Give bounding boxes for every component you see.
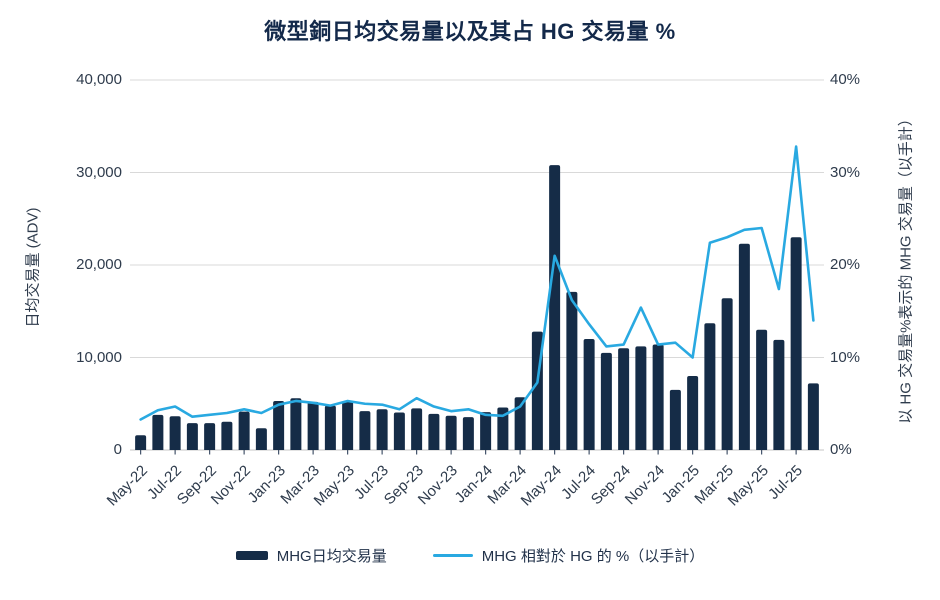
bar-Sep-23: [411, 408, 423, 450]
bar-series-swatch: [235, 551, 268, 560]
bar-Jul-22: [169, 416, 181, 450]
line-series-label: MHG 相對於 HG 的 %（以手計）: [481, 548, 705, 565]
bar-Sep-24: [618, 348, 630, 450]
legend-item-bar: MHG日均交易量: [235, 545, 387, 566]
right-axis-title: 以 HG 交易量%表示的 MHG 交易量（以手計）: [897, 111, 915, 424]
bar-Apr-25: [738, 243, 750, 450]
y-left-tick-label: 40,000: [76, 71, 122, 88]
bar-Jan-24: [480, 412, 492, 450]
bar-Dec-24: [669, 389, 681, 450]
bar-Oct-23: [428, 413, 440, 450]
bar-Jan-25: [687, 376, 699, 450]
y-right-tick-label: 30%: [830, 163, 861, 181]
bar-Jul-23: [376, 409, 388, 450]
bar-Dec-23: [462, 417, 474, 450]
bar-Mar-25: [721, 298, 733, 450]
bar-Jun-22: [152, 414, 164, 450]
bar-Aug-23: [393, 412, 405, 450]
bar-Nov-24: [652, 344, 664, 450]
bar-Jan-23: [273, 400, 285, 450]
y-right-tick-label: 40%: [830, 71, 861, 88]
bar-Mar-24: [514, 397, 526, 450]
bar-Sep-22: [204, 423, 216, 450]
bar-Feb-23: [290, 398, 302, 450]
bar-Jul-25: [790, 237, 802, 450]
bar-Jun-25: [773, 339, 785, 450]
left-axis-title: 日均交易量 (ADV): [24, 207, 42, 328]
y-right-tick-label: 10%: [830, 348, 861, 366]
bar-Jun-24: [566, 291, 578, 450]
y-right-tick-label: 0%: [830, 441, 852, 458]
bar-Aug-24: [600, 352, 612, 450]
y-right-tick-label: 20%: [830, 256, 861, 273]
bar-Feb-24: [497, 407, 509, 450]
pct-line: [139, 145, 815, 421]
bar-Oct-22: [221, 421, 233, 450]
bar-series-label: MHG日均交易量: [276, 548, 387, 565]
legend: MHG日均交易量 MHG 相對於 HG 的 %（以手計）: [0, 545, 940, 566]
bar-Jun-23: [359, 411, 371, 450]
bar-May-25: [756, 329, 768, 450]
bar-Apr-23: [324, 405, 336, 450]
line-series-swatch: [432, 554, 473, 557]
legend-item-line: MHG 相對於 HG 的 %（以手計）: [432, 545, 705, 566]
bar-May-22: [135, 435, 147, 450]
y-left-tick-label: 0: [113, 441, 122, 458]
bar-Nov-22: [238, 411, 250, 450]
y-left-tick-label: 30,000: [76, 163, 122, 181]
bar-Jul-24: [583, 339, 595, 450]
bar-May-24: [549, 165, 561, 450]
bar-Aug-25: [807, 383, 819, 450]
bar-Feb-25: [704, 323, 716, 450]
bar-Nov-23: [445, 415, 457, 450]
bar-Aug-22: [186, 423, 198, 450]
bar-May-23: [342, 400, 354, 450]
bar-Oct-24: [635, 346, 647, 450]
bar-Mar-23: [307, 401, 319, 450]
y-left-tick-label: 20,000: [76, 256, 122, 273]
bar-Dec-22: [255, 428, 267, 450]
chart-title: 微型銅日均交易量以及其占 HG 交易量 %: [264, 19, 676, 44]
y-left-tick-label: 10,000: [76, 348, 122, 366]
